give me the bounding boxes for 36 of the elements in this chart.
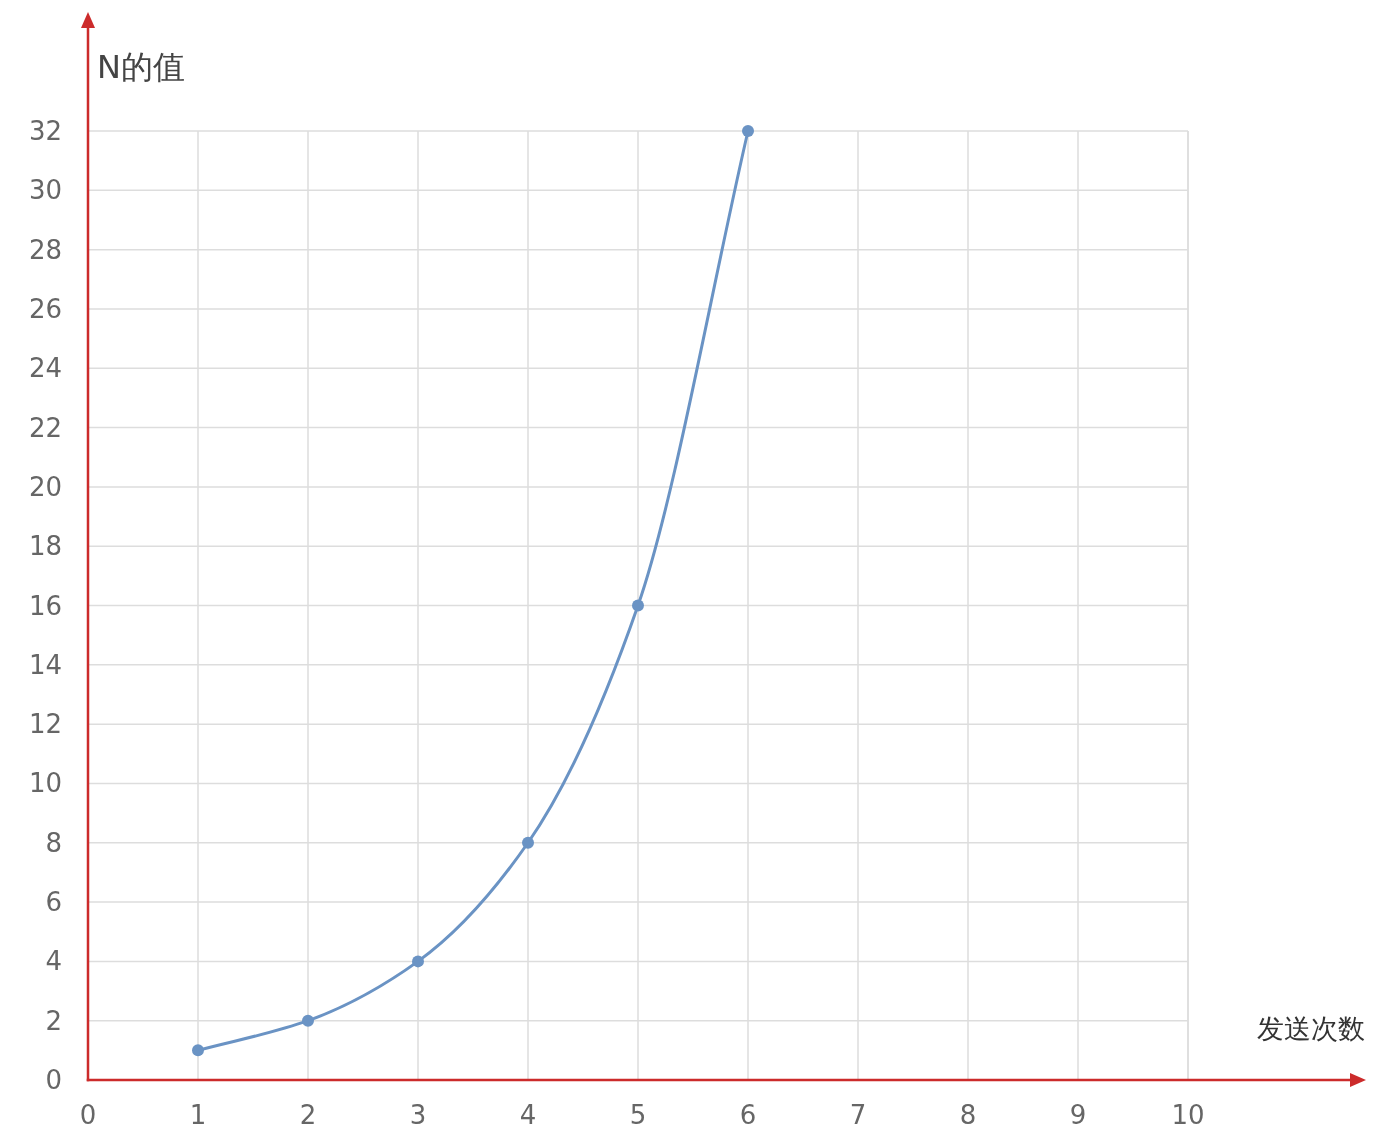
point [192, 1044, 204, 1057]
x-tick-label: 10 [1171, 1100, 1205, 1130]
x-tick-label: 9 [1069, 1100, 1087, 1130]
y-tick-label: 4 [45, 946, 62, 977]
point [522, 836, 534, 849]
x-tick-label: 6 [739, 1100, 757, 1130]
y-tick-label: 20 [28, 471, 62, 502]
y-tick-label: 8 [45, 827, 62, 858]
y-tick-label: 2 [45, 1005, 62, 1036]
point [632, 599, 644, 612]
y-tick-label: 0 [45, 1065, 62, 1095]
x-tick-label: 5 [629, 1100, 647, 1130]
y-tick-label: 28 [28, 234, 62, 265]
y-tick-label: 14 [28, 649, 62, 680]
x-tick-label: 8 [959, 1100, 977, 1130]
x-tick-label: 7 [849, 1100, 867, 1130]
x-tick-label: 0 [79, 1100, 97, 1130]
y-tick-label: 22 [28, 412, 62, 443]
point [412, 955, 424, 968]
y-tick-label: 10 [28, 768, 62, 799]
y-tick-label: 24 [28, 353, 62, 384]
x-tick-label: 3 [409, 1100, 427, 1130]
y-axis-title: N的值 [97, 48, 185, 86]
x-tick-label: 4 [519, 1100, 537, 1130]
y-tick-label: 32 [28, 116, 62, 146]
y-tick-label: 30 [28, 175, 62, 206]
y-tick-label: 26 [28, 293, 62, 324]
point [742, 125, 754, 137]
y-tick-label: 12 [28, 709, 62, 740]
y-tick-label: 6 [45, 887, 62, 918]
x-tick-label: 1 [189, 1100, 207, 1130]
y-tick-label: 18 [28, 531, 62, 562]
y-tick-label: 16 [28, 590, 62, 621]
x-axis-title: 发送次数 [1257, 1013, 1365, 1044]
point [302, 1014, 314, 1027]
x-tick-label: 2 [299, 1100, 317, 1130]
